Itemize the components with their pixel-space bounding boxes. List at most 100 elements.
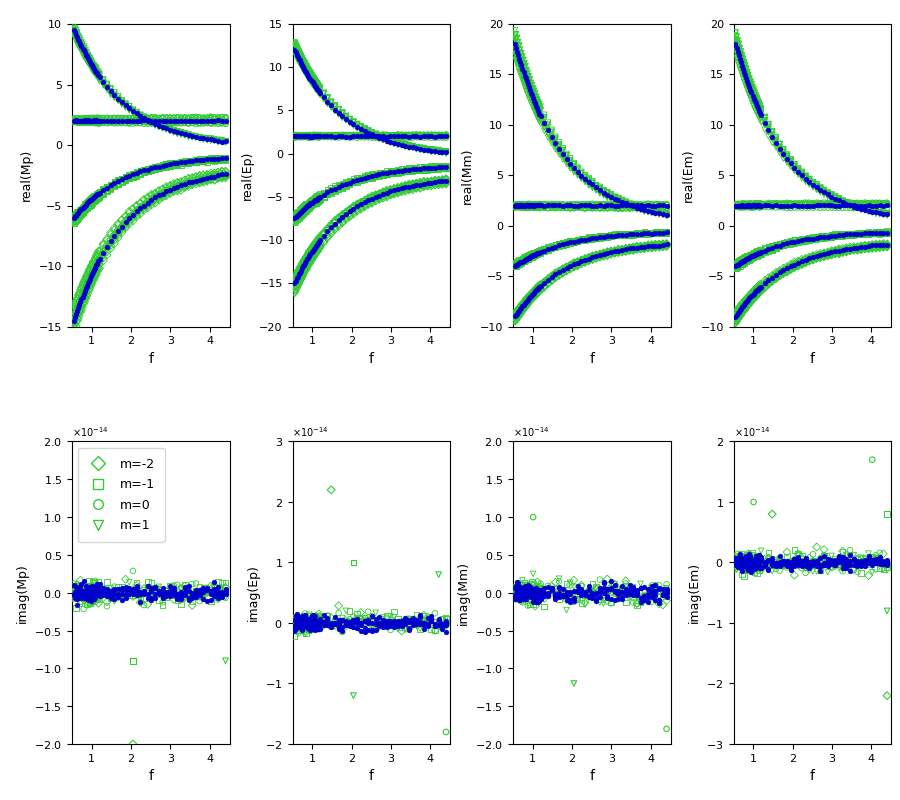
Point [511, 585, 526, 598]
Point [749, 554, 763, 567]
Point [593, 230, 608, 242]
Point [734, 255, 749, 268]
Point [380, 186, 394, 199]
Point [660, 238, 674, 251]
Point [618, 202, 633, 214]
Point [769, 198, 783, 211]
Point [752, 198, 766, 211]
Point [78, 198, 93, 211]
Point [769, 198, 783, 211]
Point [84, 193, 98, 206]
Point [320, 610, 335, 622]
Point [215, 152, 230, 165]
Point [69, 210, 84, 222]
Point [297, 130, 311, 143]
Point [376, 169, 391, 182]
Point [294, 613, 309, 626]
Point [317, 236, 331, 249]
Point [163, 586, 177, 598]
Point [656, 201, 670, 214]
Point [510, 53, 525, 66]
Point [877, 206, 891, 219]
Point [537, 586, 552, 599]
Point [515, 254, 529, 267]
Point [788, 160, 802, 173]
Point [589, 232, 603, 245]
Point [574, 580, 589, 593]
Point [299, 62, 313, 74]
Point [324, 130, 338, 142]
Point [207, 590, 221, 602]
Point [294, 52, 309, 65]
Point [552, 142, 566, 155]
Point [750, 284, 764, 297]
Point [861, 239, 876, 252]
Point [861, 197, 876, 210]
Point [735, 304, 750, 317]
Point [93, 117, 107, 130]
Point [428, 619, 442, 632]
Point [122, 102, 137, 115]
Point [130, 579, 144, 592]
Point [431, 175, 446, 188]
Point [313, 86, 328, 99]
Point [189, 584, 203, 597]
Point [90, 70, 104, 82]
Point [530, 98, 544, 110]
Point [522, 74, 536, 86]
Point [331, 214, 346, 226]
Point [806, 232, 820, 245]
Point [299, 613, 313, 626]
Point [152, 111, 166, 124]
Point [652, 598, 666, 610]
Point [304, 245, 319, 258]
Point [641, 239, 655, 252]
Point [784, 558, 798, 571]
Point [532, 284, 546, 297]
Point [525, 589, 539, 602]
Point [520, 253, 535, 266]
Point [291, 211, 305, 224]
Point [72, 116, 86, 129]
Point [387, 166, 401, 178]
Point [861, 199, 876, 212]
Point [296, 129, 310, 142]
Point [532, 281, 546, 294]
Point [839, 229, 853, 242]
Point [107, 90, 122, 102]
Point [387, 188, 401, 201]
Point [373, 132, 387, 145]
Point [512, 44, 526, 57]
Point [520, 73, 535, 86]
Point [91, 597, 105, 610]
Point [772, 141, 787, 154]
Point [413, 129, 428, 142]
Point [611, 227, 625, 240]
Point [420, 144, 435, 157]
Point [70, 211, 85, 224]
Point [752, 554, 766, 567]
Point [394, 183, 409, 196]
Point [69, 214, 84, 226]
Point [83, 54, 97, 67]
Point [604, 198, 618, 211]
Point [530, 96, 544, 109]
Point [156, 182, 170, 195]
Point [84, 58, 98, 71]
Point [518, 198, 532, 211]
Point [196, 587, 211, 600]
Point [376, 132, 391, 145]
Point [581, 233, 596, 246]
Point [802, 174, 816, 187]
Point [296, 260, 310, 273]
Point [779, 556, 794, 569]
Point [77, 114, 92, 127]
Point [181, 587, 195, 600]
Point [185, 592, 200, 605]
Point [652, 241, 666, 254]
Point [185, 114, 200, 126]
Point [343, 210, 357, 222]
Point [519, 251, 534, 264]
Point [608, 228, 622, 241]
Point [401, 163, 416, 176]
